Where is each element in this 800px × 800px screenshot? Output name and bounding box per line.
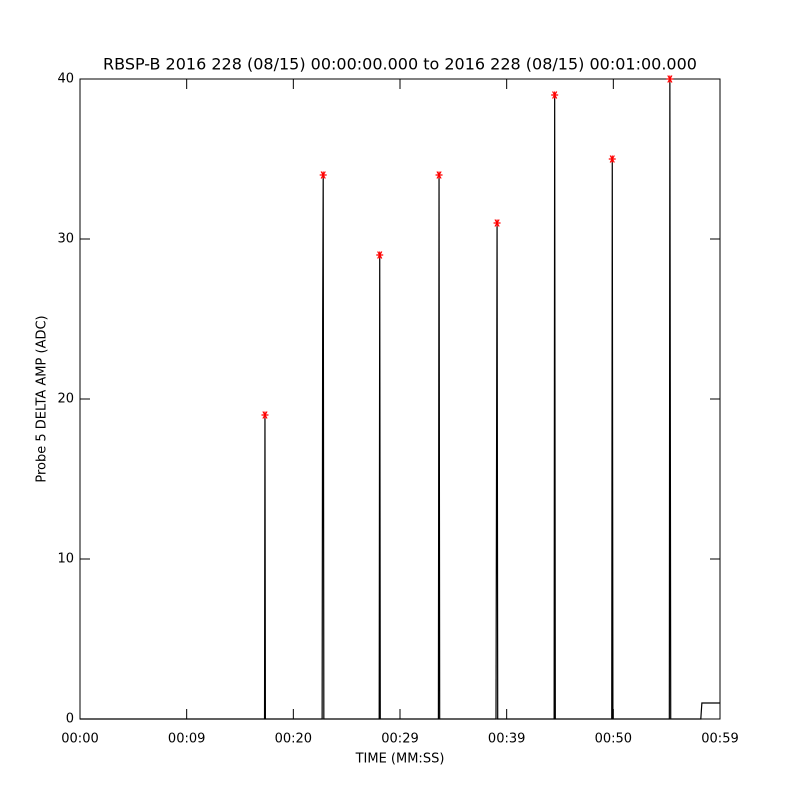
x-tick-label: 00:59 — [701, 732, 738, 747]
peak-marker — [666, 75, 674, 83]
chart-title: RBSP-B 2016 228 (08/15) 00:00:00.000 to … — [103, 55, 697, 74]
peak-marker — [319, 171, 327, 179]
y-axis-label: Probe 5 DELTA AMP (ADC) — [35, 315, 50, 482]
y-tick-label: 0 — [66, 712, 74, 727]
y-tick-label: 40 — [57, 72, 74, 87]
peak-marker — [608, 155, 616, 163]
y-tick-label: 30 — [57, 232, 74, 247]
peak-marker — [376, 251, 384, 259]
plot-frame — [79, 78, 721, 720]
x-tick-label: 00:50 — [595, 732, 632, 747]
peak-marker — [493, 219, 501, 227]
x-tick-label: 00:09 — [168, 732, 205, 747]
peak-marker — [261, 411, 269, 419]
y-tick-label: 10 — [57, 552, 74, 567]
peak-marker — [435, 171, 443, 179]
x-tick-label: 00:29 — [381, 732, 418, 747]
trace-line — [80, 78, 720, 720]
x-tick-label: 00:00 — [61, 732, 98, 747]
x-tick-label: 00:39 — [488, 732, 525, 747]
y-tick-label: 20 — [57, 392, 74, 407]
x-axis-label: TIME (MM:SS) — [355, 752, 445, 767]
peak-marker — [551, 91, 559, 99]
x-tick-label: 00:20 — [275, 732, 312, 747]
